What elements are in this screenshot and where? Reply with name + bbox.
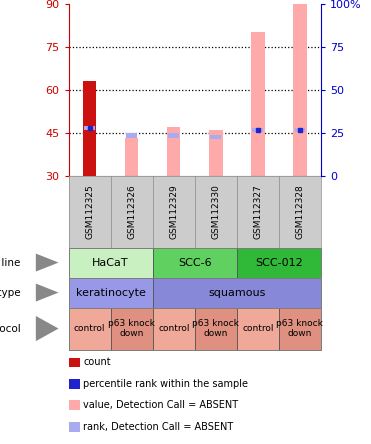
Bar <box>279 308 321 349</box>
Text: p63 knock
down: p63 knock down <box>108 319 155 338</box>
Bar <box>153 248 237 278</box>
Text: GSM112329: GSM112329 <box>169 184 178 239</box>
Bar <box>69 248 153 278</box>
Bar <box>126 133 137 138</box>
Text: GSM112325: GSM112325 <box>85 184 94 239</box>
Bar <box>111 308 153 349</box>
Text: squamous: squamous <box>208 288 266 297</box>
Text: control: control <box>74 324 105 333</box>
Bar <box>84 126 95 131</box>
Text: rank, Detection Call = ABSENT: rank, Detection Call = ABSENT <box>83 422 234 432</box>
Text: control: control <box>158 324 190 333</box>
Polygon shape <box>36 316 59 341</box>
Bar <box>210 135 221 139</box>
Bar <box>125 138 138 175</box>
Bar <box>168 133 179 138</box>
Text: HaCaT: HaCaT <box>92 258 129 268</box>
Text: GSM112327: GSM112327 <box>253 184 262 239</box>
Text: SCC-6: SCC-6 <box>178 258 211 268</box>
Bar <box>69 278 153 308</box>
Text: keratinocyte: keratinocyte <box>76 288 146 297</box>
Text: SCC-012: SCC-012 <box>255 258 303 268</box>
Text: cell type: cell type <box>0 288 21 297</box>
Text: value, Detection Call = ABSENT: value, Detection Call = ABSENT <box>83 400 239 410</box>
Text: cell line: cell line <box>0 258 21 268</box>
Text: percentile rank within the sample: percentile rank within the sample <box>83 379 249 389</box>
Bar <box>167 127 180 175</box>
Text: control: control <box>242 324 273 333</box>
Text: GSM112326: GSM112326 <box>127 184 136 239</box>
Bar <box>237 248 321 278</box>
Bar <box>69 308 111 349</box>
Bar <box>251 32 265 175</box>
Text: protocol: protocol <box>0 324 21 333</box>
Bar <box>293 4 306 175</box>
Bar <box>209 130 223 175</box>
Bar <box>153 308 195 349</box>
Bar <box>295 127 305 132</box>
Text: p63 knock
down: p63 knock down <box>192 319 239 338</box>
Text: GSM112328: GSM112328 <box>295 184 304 239</box>
Polygon shape <box>36 254 59 272</box>
Bar <box>237 308 279 349</box>
Bar <box>83 81 96 175</box>
Text: count: count <box>83 357 111 368</box>
Bar <box>252 127 263 132</box>
Bar <box>195 308 237 349</box>
Polygon shape <box>36 284 59 301</box>
Text: p63 knock
down: p63 knock down <box>276 319 324 338</box>
Bar <box>153 278 321 308</box>
Text: GSM112330: GSM112330 <box>211 184 220 239</box>
